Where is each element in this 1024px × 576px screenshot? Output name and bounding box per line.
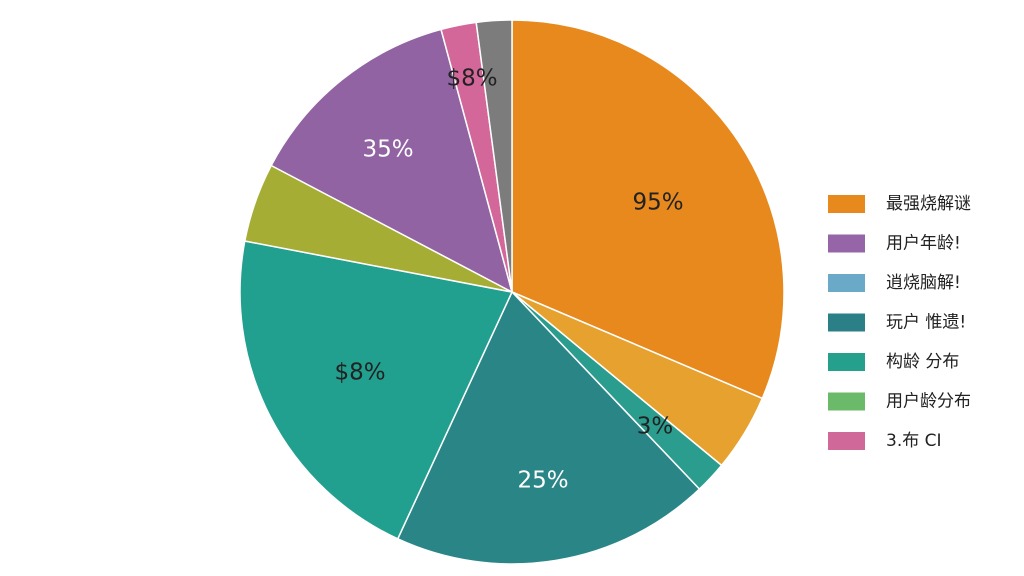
legend-label: 玩户 惟遗! [886, 313, 966, 333]
legend-label: 逍烧脑解! [886, 273, 961, 293]
pie-slice [396, 290, 701, 565]
legend-swatch [828, 353, 865, 371]
slice-label: $8% [446, 66, 497, 92]
pie-slice [239, 240, 514, 540]
pie-slice [511, 19, 785, 400]
legend-swatch [828, 274, 865, 292]
legend-label: 3.布 CI [886, 431, 942, 451]
slice-label: 3% [637, 414, 674, 440]
legend-swatch [828, 234, 865, 253]
legend-label: 用户年龄! [886, 234, 961, 254]
slice-label: $8% [334, 360, 385, 386]
legend-label: 构龄 分布 [886, 352, 959, 372]
legend-label: 最强烧解谜 [886, 194, 971, 214]
legend-swatch [828, 195, 865, 213]
pie-slice [475, 19, 513, 293]
slice-label: 25% [517, 468, 568, 494]
legend-swatch [828, 392, 865, 411]
slice-label: 35% [362, 137, 413, 163]
slice-label: 95% [632, 190, 683, 216]
legend-swatch [828, 313, 865, 332]
legend-swatch [828, 432, 865, 450]
legend-label: 用户龄分布 [886, 392, 971, 412]
pie-slice [270, 28, 514, 294]
